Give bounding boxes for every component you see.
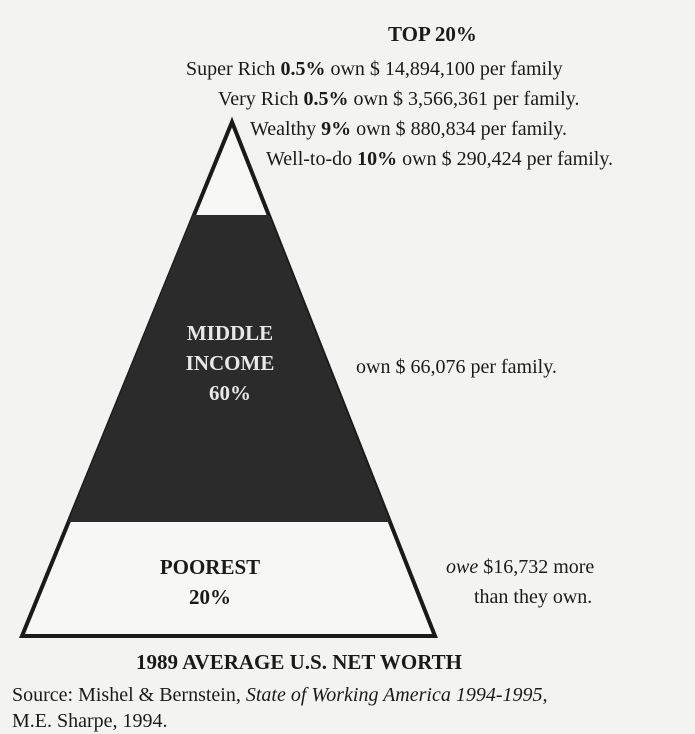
tier-text: own $ 14,894,100 per family [330,58,563,80]
owe: owe [446,556,479,578]
tier-share: 0.5% [303,88,349,110]
tier-name: Wealthy [250,118,317,140]
source-suffix: M.E. Sharpe, 1994. [12,710,168,732]
tier: Wealthy 9% own $ 880,834 per family. [250,118,567,141]
poorest-text-line: $16,732 more [483,556,595,578]
middle-text: own $ 66,076 per family. [356,356,557,378]
middle-line: MIDDLE [186,321,274,345]
middle-label: MIDDLE INCOME 60% [160,318,300,408]
tier-text: own $ 3,566,361 per family. [353,88,580,110]
tier-share: 10% [357,148,398,170]
tier: Well-to-do 10% own $ 290,424 per family. [266,148,613,171]
tier: Very Rich 0.5% own $ 3,566,361 per famil… [218,88,579,111]
source-prefix: Source: Mishel & Bernstein, [12,684,241,706]
tier-name: Well-to-do [266,148,353,170]
caption: 1989 AVERAGE U.S. NET WORTH [136,650,463,674]
top-title: TOP 20% [388,22,477,46]
tier-share: 0.5% [280,58,326,80]
tier-text: own $ 290,424 per family. [402,148,614,170]
source-book: State of Working America 1994-1995, [245,684,548,706]
middle-line: 60% [209,381,251,405]
tier-name: Very Rich [218,88,299,110]
poorest-label: POOREST 20% [130,552,290,612]
poorest-text-line: than they own. [474,586,593,608]
tier: Super Rich 0.5% own $ 14,894,100 per fam… [186,58,563,81]
poorest-text: owe $16,732 more [446,556,594,579]
tier-text: own $ 880,834 per family. [356,118,568,140]
poorest-line: POOREST [159,555,261,579]
source: Source: Mishel & Bernstein, State of Wor… [12,684,548,707]
tier-share: 9% [321,118,352,140]
tier-name: Super Rich [186,58,276,80]
middle-line: INCOME [185,351,275,375]
poorest-line: 20% [189,585,231,609]
middle-band [68,215,390,522]
